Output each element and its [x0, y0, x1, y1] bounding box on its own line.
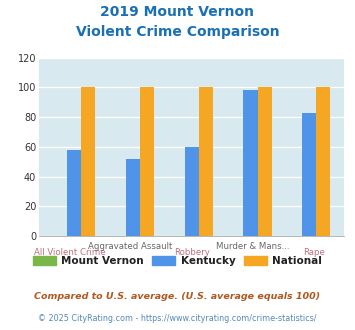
Text: Rape: Rape [303, 248, 325, 257]
Bar [185, 147, 199, 236]
Bar [126, 159, 140, 236]
Text: Murder & Mans...: Murder & Mans... [216, 242, 290, 250]
Bar [302, 113, 316, 236]
Bar [244, 90, 258, 236]
Text: © 2025 CityRating.com - https://www.cityrating.com/crime-statistics/: © 2025 CityRating.com - https://www.city… [38, 314, 317, 323]
Text: Violent Crime Comparison: Violent Crime Comparison [76, 25, 279, 39]
Bar [81, 87, 95, 236]
Bar [199, 87, 213, 236]
Legend: Mount Vernon, Kentucky, National: Mount Vernon, Kentucky, National [29, 252, 326, 270]
Text: Robbery: Robbery [174, 248, 210, 257]
Bar [258, 87, 272, 236]
Text: 2019 Mount Vernon: 2019 Mount Vernon [100, 5, 255, 19]
Text: All Violent Crime: All Violent Crime [34, 248, 105, 257]
Bar [140, 87, 154, 236]
Text: Compared to U.S. average. (U.S. average equals 100): Compared to U.S. average. (U.S. average … [34, 292, 321, 301]
Bar [67, 150, 81, 236]
Text: Aggravated Assault: Aggravated Assault [88, 242, 173, 250]
Bar [316, 87, 331, 236]
